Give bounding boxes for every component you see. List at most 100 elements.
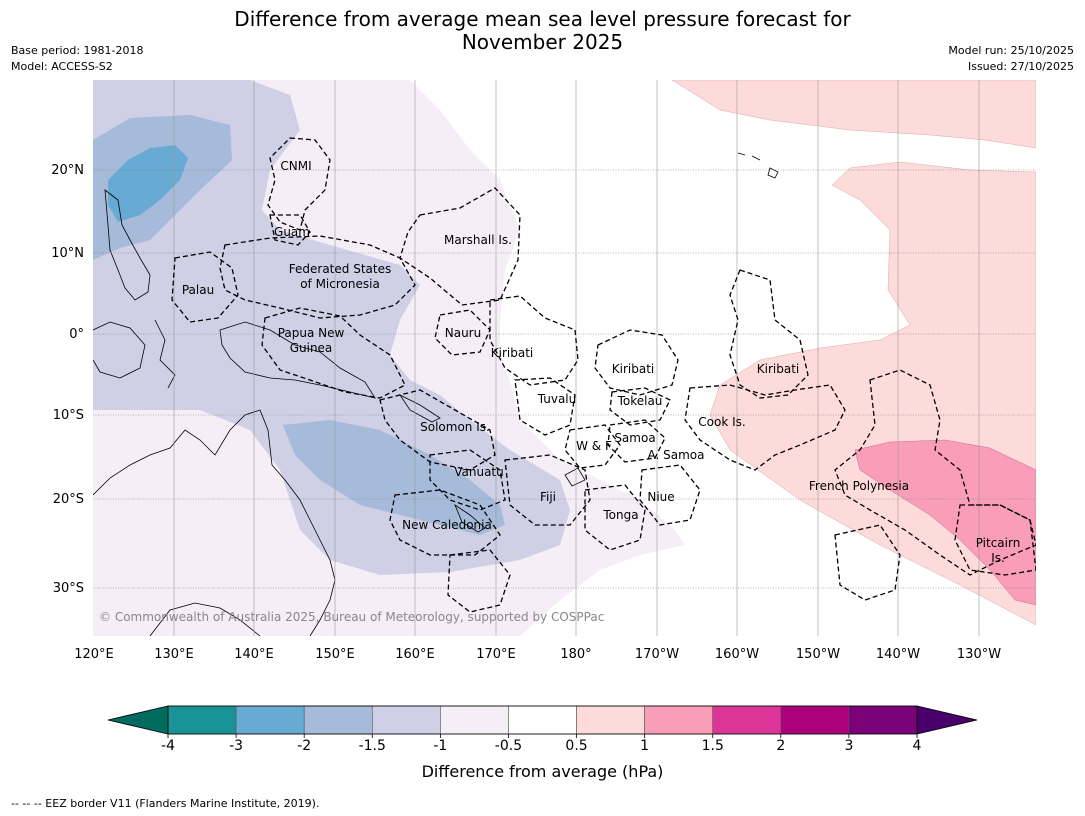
colorbar-bin [440,705,509,735]
colorbar-tick-label: -0.5 [495,738,522,754]
eez-palau [171,251,239,323]
eez-cook [684,384,846,471]
coastline-hawaii [737,152,779,179]
colorbar-tick-label: -3 [229,738,243,754]
eez-norfolk [447,549,511,613]
coastline-fiji [564,467,586,487]
coastline-philippines [104,189,151,301]
eez-niue [639,464,701,526]
colorbar-bin [235,705,305,735]
eez-guam [269,214,311,246]
eez-kiribati-gilbert [489,295,579,386]
title-line-2: November 2025 [461,30,624,54]
lat-label: 10°N [51,246,84,261]
colorbar-tick-label: 0.5 [565,738,587,754]
issued-date: Issued: 27/10/2025 [967,60,1074,73]
label-marshall: Marshall Is. [444,233,512,247]
gridlines [173,80,980,636]
colorbar-bin [508,705,577,735]
coastline-borneo-sulawesi [93,321,146,379]
colorbar-bin [303,705,373,735]
anomaly-plus-0.5-region-north [671,80,1036,149]
eez-kiribati-line [729,269,809,399]
colorbar-tick-label: -4 [161,738,175,754]
eez-marshall [399,187,521,306]
label-kiribati-3: Kiribati [757,362,799,376]
lon-label: 120°E [74,647,114,662]
label-wallis-futuna: W & F [576,439,612,453]
coastline-solomon [398,393,441,423]
lat-label: 20°S [53,492,84,507]
label-palau: Palau [182,283,214,297]
eez-wallis-futuna [564,424,621,469]
eez-tuvalu [514,377,576,436]
anomaly-plus-1-region [854,439,1036,606]
colorbar-extend-low [107,705,169,735]
label-fsm-2: of Micronesia [300,277,380,291]
colorbar-tick-label: -2 [297,738,311,754]
coastline-sulawesi [154,319,176,389]
colorbar-tick-label: 3 [844,738,853,754]
colorbar-title: Difference from average (hPa) [421,762,664,781]
label-french-polynesia: French Polynesia [809,479,909,493]
eez-kiribati-phoenix [594,329,679,396]
colorbar-tick-label: 1.5 [702,738,724,754]
lon-label: 130°E [154,647,194,662]
eez-tokelau [609,387,671,426]
colorbar-tick-label: 4 [913,738,922,754]
label-pitcairn-2: Is. [991,551,1005,565]
lon-label: 150°W [796,647,840,662]
eez-kermadec [834,524,901,601]
colorbar-bin [576,705,645,735]
eez-borders [171,137,1036,613]
label-vanuatu: Vanuatu [454,465,504,479]
anomaly-minus-1-region [93,80,570,575]
region-labels: CNMI Guam Marshall Is. Federated States … [182,159,1020,565]
eez-pitcairn [954,504,1036,576]
coastline-new-caledonia [454,503,486,533]
lon-label: 160°W [715,647,759,662]
label-cnmi: CNMI [280,159,311,173]
label-solomon: Solomon Is. [420,420,490,434]
lon-label: 140°E [234,647,274,662]
colorbar-bin [371,705,441,735]
label-tuvalu: Tuvalu [537,392,577,406]
label-png-2: Guinea [290,341,333,355]
latitude-labels: 20°N 10°N 0° 10°S 20°S 30°S [51,163,84,596]
lat-label: 20°N [51,163,84,178]
label-tokelau: Tokelau [617,394,663,408]
title-line-1: Difference from average mean sea level p… [234,7,851,31]
colorbar-bin [780,705,850,735]
lat-label: 30°S [53,581,84,596]
gridlines-lat [93,169,1036,589]
lon-label: 150°E [315,647,355,662]
model-run: Model run: 25/10/2025 [948,44,1074,57]
copyright-text: © Commonwealth of Australia 2025, Bureau… [99,610,604,624]
eez-png [261,307,406,399]
eez-vanuatu [429,449,506,511]
lon-label: 170°W [635,647,679,662]
eez-nauru [434,309,491,356]
chart-title: Difference from average mean sea level p… [0,8,1085,54]
eez-french-polynesia [834,369,1036,576]
label-fiji: Fiji [540,490,556,504]
eez-new-caledonia [389,489,501,556]
lon-label: 160°E [395,647,435,662]
lon-label: 140°W [876,647,920,662]
label-cook: Cook Is. [698,415,745,429]
label-new-caledonia: New Caledonia [402,518,492,532]
coastline-australia-south [149,602,261,636]
label-pitcairn-1: Pitcairn [976,536,1021,550]
label-tonga: Tonga [602,508,638,522]
colorbar: -4 -3 -2 -1.5 -1 -0.5 0.5 1 1.5 2 3 4 [107,705,978,754]
meta-right: Model run: 25/10/2025 Issued: 27/10/2025 [948,43,1074,75]
lat-label: 10°S [53,408,84,423]
label-samoa: Samoa [614,431,655,445]
label-kiribati-2: Kiribati [612,362,654,376]
label-nauru: Nauru [445,326,481,340]
longitude-labels: 120°E 130°E 140°E 150°E 160°E 170°E 180°… [74,647,1001,662]
eez-legend-footnote: -- -- -- EEZ border V11 (Flanders Marine… [11,797,320,810]
eez-solomon [379,389,496,471]
map-area: CNMI Guam Marshall Is. Federated States … [93,80,1036,636]
coastline-australia [93,409,336,636]
